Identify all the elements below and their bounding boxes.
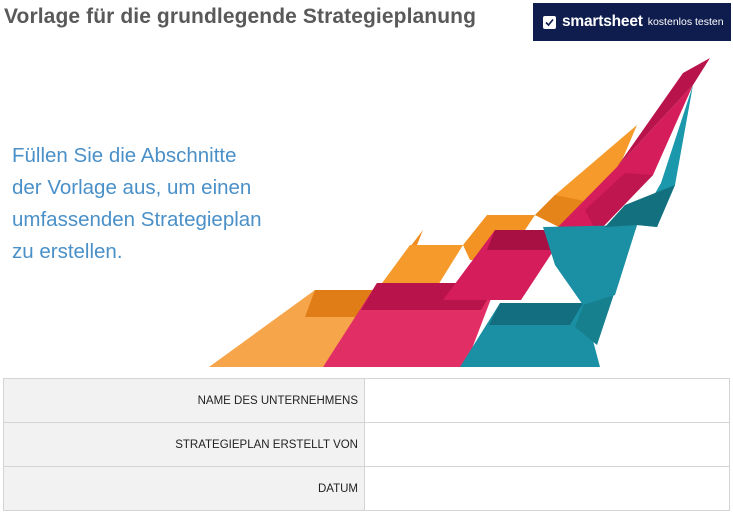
hero-line: Füllen Sie die Abschnitte — [12, 144, 237, 167]
hero-text: Füllen Sie die Abschnitte der Vorlage au… — [12, 140, 262, 268]
smartsheet-logo-icon — [543, 15, 556, 29]
hero-line: umfassenden Strategieplan — [12, 208, 262, 231]
company-info-table: NAME DES UNTERNEHMENS STRATEGIEPLAN ERST… — [3, 378, 730, 511]
smartsheet-trial-banner[interactable]: smartsheet kostenlos testen — [533, 3, 731, 41]
hero-line: zu erstellen. — [12, 240, 123, 263]
trial-cta-text: kostenlos testen — [647, 16, 724, 28]
table-row: STRATEGIEPLAN ERSTELLT VON — [3, 422, 730, 467]
company-name-field[interactable] — [364, 378, 730, 423]
crimson-ribbon — [323, 58, 710, 367]
orange-ribbon — [209, 125, 637, 367]
smartsheet-brand-text: smartsheet — [562, 13, 643, 30]
page-title: Vorlage für die grundlegende Strategiepl… — [4, 5, 476, 28]
ascending-ribbons-illustration — [209, 58, 710, 367]
table-row: DATUM — [3, 466, 730, 511]
company-name-label: NAME DES UNTERNEHMENS — [3, 378, 365, 423]
teal-ribbon — [460, 85, 693, 367]
date-label: DATUM — [3, 466, 365, 511]
created-by-field[interactable] — [364, 422, 730, 467]
hero-line: der Vorlage aus, um einen — [12, 176, 252, 199]
date-field[interactable] — [364, 466, 730, 511]
table-row: NAME DES UNTERNEHMENS — [3, 378, 730, 423]
created-by-label: STRATEGIEPLAN ERSTELLT VON — [3, 422, 365, 467]
